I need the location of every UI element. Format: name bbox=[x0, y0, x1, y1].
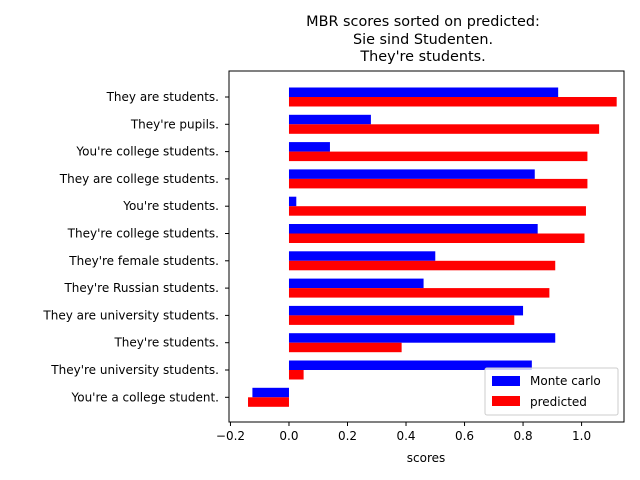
y-tick-label: They're female students. bbox=[68, 254, 219, 268]
bar-monte-carlo-they-re-university-students bbox=[288, 360, 532, 370]
bar-predicted-they-re-students bbox=[288, 342, 402, 353]
y-axis: They are students. They're pupils. You're … bbox=[42, 90, 229, 404]
plot-frame bbox=[228, 70, 625, 423]
chart-title-line-2: Sie sind Studenten. bbox=[353, 32, 493, 48]
legend: Monte carlo predicted bbox=[484, 367, 619, 416]
chart-title-line-1: MBR scores sorted on predicted: bbox=[306, 14, 540, 30]
legend-label-monte-carlo: Monte carlo bbox=[530, 374, 601, 388]
legend-label-predicted: predicted bbox=[530, 395, 587, 409]
legend-swatch-predicted bbox=[492, 396, 520, 406]
x-axis-label: scores bbox=[407, 451, 446, 465]
x-tick-label: 1.0 bbox=[572, 429, 591, 443]
y-tick-label: They're university students. bbox=[50, 363, 219, 377]
y-tick-label: They are students. bbox=[106, 90, 219, 104]
x-tick-label: 0.4 bbox=[396, 429, 415, 443]
bar-monte-carlo-they-re-pupils bbox=[288, 114, 371, 125]
bar-monte-carlo-you-re-college-students bbox=[288, 142, 330, 152]
y-tick-label: They're students. bbox=[113, 336, 219, 350]
bar-predicted-they-re-female-students bbox=[288, 260, 556, 271]
x-tick-label: −0.2 bbox=[216, 429, 245, 443]
chart-title-line-3: They're students. bbox=[359, 49, 485, 65]
bar-predicted-they-re-russian-students bbox=[288, 288, 550, 298]
bar-predicted-they-re-pupils bbox=[288, 124, 600, 134]
y-tick-label: You're a college student. bbox=[70, 390, 219, 404]
chart-title: MBR scores sorted on predicted: Sie sind… bbox=[306, 14, 540, 65]
bar-predicted-you-re-a-college-student bbox=[248, 397, 289, 407]
bar-monte-carlo-they-re-female-students bbox=[288, 251, 436, 261]
bar-predicted-they-re-college-students bbox=[288, 233, 585, 243]
y-tick-label: You're college students. bbox=[75, 145, 219, 159]
y-tick-label: They're college students. bbox=[67, 227, 219, 241]
bar-monte-carlo-they-re-russian-students bbox=[288, 278, 424, 289]
legend-swatch-monte-carlo bbox=[492, 376, 520, 386]
y-tick-label: They're Russian students. bbox=[63, 281, 219, 295]
bar-predicted-they-are-students bbox=[288, 97, 617, 107]
bar-monte-carlo-they-are-students bbox=[288, 87, 559, 97]
bars-group bbox=[248, 87, 617, 407]
y-tick-label: They're pupils. bbox=[130, 117, 219, 131]
bar-monte-carlo-they-re-college-students bbox=[288, 224, 538, 234]
y-tick-label: They are university students. bbox=[42, 308, 219, 322]
x-tick-label: 0.8 bbox=[514, 429, 533, 443]
bar-monte-carlo-you-re-students bbox=[288, 196, 297, 207]
bar-predicted-they-are-college-students bbox=[288, 178, 588, 189]
bar-monte-carlo-you-re-a-college-student bbox=[252, 387, 289, 398]
x-tick-label: 0.0 bbox=[279, 429, 298, 443]
bar-monte-carlo-they-re-students bbox=[288, 333, 556, 343]
bar-monte-carlo-they-are-university-students bbox=[288, 305, 524, 316]
x-tick-label: 0.6 bbox=[455, 429, 474, 443]
bar-predicted-you-re-students bbox=[288, 206, 586, 216]
bar-predicted-you-re-college-students bbox=[288, 151, 588, 162]
x-tick-label: 0.2 bbox=[338, 429, 357, 443]
bar-predicted-they-are-university-students bbox=[288, 315, 515, 325]
x-axis: −0.2 0.0 0.2 0.4 0.6 0.8 1.0 bbox=[216, 422, 591, 443]
y-tick-label: You're students. bbox=[122, 199, 219, 213]
bar-monte-carlo-they-are-college-students bbox=[288, 169, 535, 179]
y-tick-label: They are college students. bbox=[59, 172, 219, 186]
bar-predicted-they-re-university-students bbox=[288, 370, 304, 380]
